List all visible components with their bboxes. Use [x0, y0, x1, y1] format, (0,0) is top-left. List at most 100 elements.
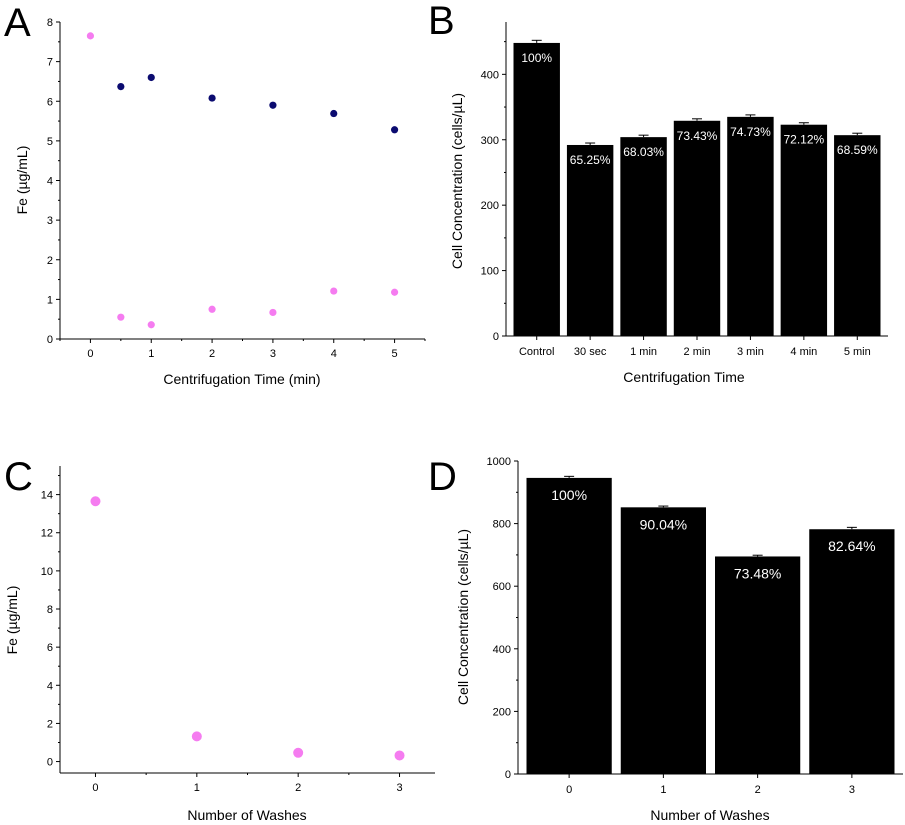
panel-d-y-tick-label: 800 [493, 519, 511, 531]
panel-b-category-label: 30 sec [574, 346, 607, 358]
panel-b-bar-data-label: 65.25% [570, 153, 611, 167]
panel-c-x-tick-label: 2 [295, 782, 301, 794]
panel-b-bar-data-label: 72.12% [784, 133, 825, 147]
panel-c-x-tick-label: 1 [194, 782, 200, 794]
panel-a-x-tick-label: 0 [87, 348, 93, 360]
panel-d-bar [620, 507, 706, 774]
panel-d-bar-chart: 0 200 400 600 800 1000 100% 90.04% 73.48% 82.64%… [455, 456, 903, 823]
panel-a-y-axis-title: Fe (µg/mL) [14, 146, 30, 215]
panel-d-bar [715, 556, 801, 774]
panel-a-y-tick-label: 0 [47, 334, 53, 346]
panel-a-series-2-point [208, 305, 216, 313]
panel-d-y-tick-label: 400 [493, 644, 511, 656]
panel-b-bar [780, 124, 828, 337]
panel-b-category-label: 5 min [844, 346, 871, 358]
panel-c-series-1-point [394, 750, 405, 761]
panel-d-y-tick-label: 1000 [487, 456, 511, 468]
panel-a-series-2-point [330, 287, 338, 295]
panel-c-y-tick-label: 14 [41, 490, 53, 502]
panel-a-x-axis-title: Centrifugation Time (min) [163, 371, 320, 387]
panel-b-bar [673, 120, 721, 336]
panel-b-bar-data-label: 100% [521, 51, 552, 65]
panel-c-y-tick-label: 2 [47, 718, 53, 730]
panel-d-category-label: 0 [566, 784, 572, 796]
panel-b-bar-data-label: 68.03% [623, 145, 664, 159]
panel-b-bar-chart: 0 100 200 300 400 100% 65.25% 68.03% 73.43% 74.7… [449, 22, 888, 385]
panel-b-y-tick-label: 200 [481, 200, 499, 212]
panel-c-y-tick-label: 0 [47, 757, 53, 769]
panel-c-y-tick-label: 8 [47, 604, 53, 616]
panel-a-series-2-point [390, 288, 399, 296]
panel-c-y-tick-label: 6 [47, 642, 53, 654]
panel-a-x-tick-label: 1 [148, 348, 154, 360]
panel-a-series-2-point [117, 313, 125, 321]
panel-a-y-tick-label: 6 [47, 96, 53, 108]
panel-b-category-label: Control [519, 346, 554, 358]
panel-c-y-axis-title: Fe (µg/mL) [4, 586, 20, 655]
panel-c-x-tick-label: 3 [396, 782, 402, 794]
panel-b-y-tick-label: 100 [481, 266, 499, 278]
panel-b-category-label: 3 min [737, 346, 764, 358]
panel-b-y-tick-label: 400 [481, 69, 499, 81]
panel-letter-a: A [4, 1, 31, 45]
panel-b-bar [566, 144, 614, 336]
panel-d-y-tick-label: 0 [505, 769, 511, 781]
panel-a-series-2-point [147, 321, 155, 329]
panel-b-y-tick-label: 0 [493, 331, 499, 343]
panel-b-y-tick-label: 300 [481, 135, 499, 147]
panel-c-series-1-point [191, 731, 202, 742]
panel-a-y-tick-label: 7 [47, 57, 53, 69]
panel-d-y-axis-title: Cell Concentration (cells/µL) [455, 529, 471, 705]
panel-b-bar [834, 135, 881, 336]
panel-d-bar [526, 477, 612, 774]
panel-d-bar [809, 529, 895, 774]
panel-c-x-tick-label: 0 [92, 782, 98, 794]
panel-a-y-tick-label: 8 [47, 17, 53, 29]
panel-c-y-tick-label: 12 [41, 528, 53, 540]
panel-a-y-tick-label: 1 [47, 294, 53, 306]
panel-a-series-1-point [390, 126, 399, 134]
panel-d-category-label: 3 [849, 784, 855, 796]
panel-d-y-tick-label: 200 [493, 706, 511, 718]
panel-b-x-axis-title: Centrifugation Time [623, 369, 745, 385]
panel-b-bar [727, 116, 774, 337]
panel-c-x-axis-title: Number of Washes [187, 807, 306, 823]
panel-a-x-tick-label: 3 [270, 348, 276, 360]
panel-b-bar [513, 42, 560, 336]
panel-b-bar [620, 137, 667, 336]
panel-letter-d: D [428, 455, 457, 499]
panel-d-bar-data-label: 90.04% [640, 516, 687, 532]
panel-d-x-axis-title: Number of Washes [650, 807, 769, 823]
panel-a-y-tick-label: 4 [47, 176, 53, 188]
panel-c-y-tick-label: 4 [47, 680, 53, 692]
panel-c-series-1-point [90, 496, 101, 507]
panel-a-y-tick-label: 5 [47, 136, 53, 148]
panel-a-y-tick-label: 2 [47, 255, 53, 267]
panel-a-series-1-point [208, 94, 216, 102]
panel-a-x-tick-label: 5 [392, 348, 398, 360]
panel-b-bar-data-label: 68.59% [837, 143, 878, 157]
panel-a-series-1-point [269, 101, 277, 109]
panel-d-bar-data-label: 100% [551, 487, 587, 503]
panel-letter-b: B [428, 0, 455, 43]
panel-d-bar-data-label: 82.64% [828, 538, 875, 554]
panel-a-scatter-chart: 0 1 2 3 4 5 6 7 8 0 1 2 3 4 5 Centrifugation Time (mi… [14, 17, 426, 387]
panel-d-category-label: 2 [755, 784, 761, 796]
panel-c-y-tick-label: 10 [41, 566, 53, 578]
panel-d-category-label: 1 [660, 784, 666, 796]
panel-a-series-2-point [86, 32, 95, 40]
panel-b-bar-data-label: 74.73% [730, 125, 771, 139]
panel-a-y-tick-label: 3 [47, 215, 53, 227]
panel-a-x-tick-label: 2 [209, 348, 215, 360]
panel-c-series-1-point [293, 747, 304, 758]
panel-b-bar-data-label: 73.43% [677, 129, 718, 143]
panel-a-series-1-point [117, 82, 125, 91]
panel-b-category-label: 1 min [630, 346, 657, 358]
panel-a-x-tick-label: 4 [331, 348, 337, 360]
panel-b-category-label: 2 min [684, 346, 711, 358]
panel-letter-c: C [4, 455, 33, 499]
panel-b-category-label: 4 min [790, 346, 817, 358]
panel-a-series-2-point [269, 308, 277, 317]
